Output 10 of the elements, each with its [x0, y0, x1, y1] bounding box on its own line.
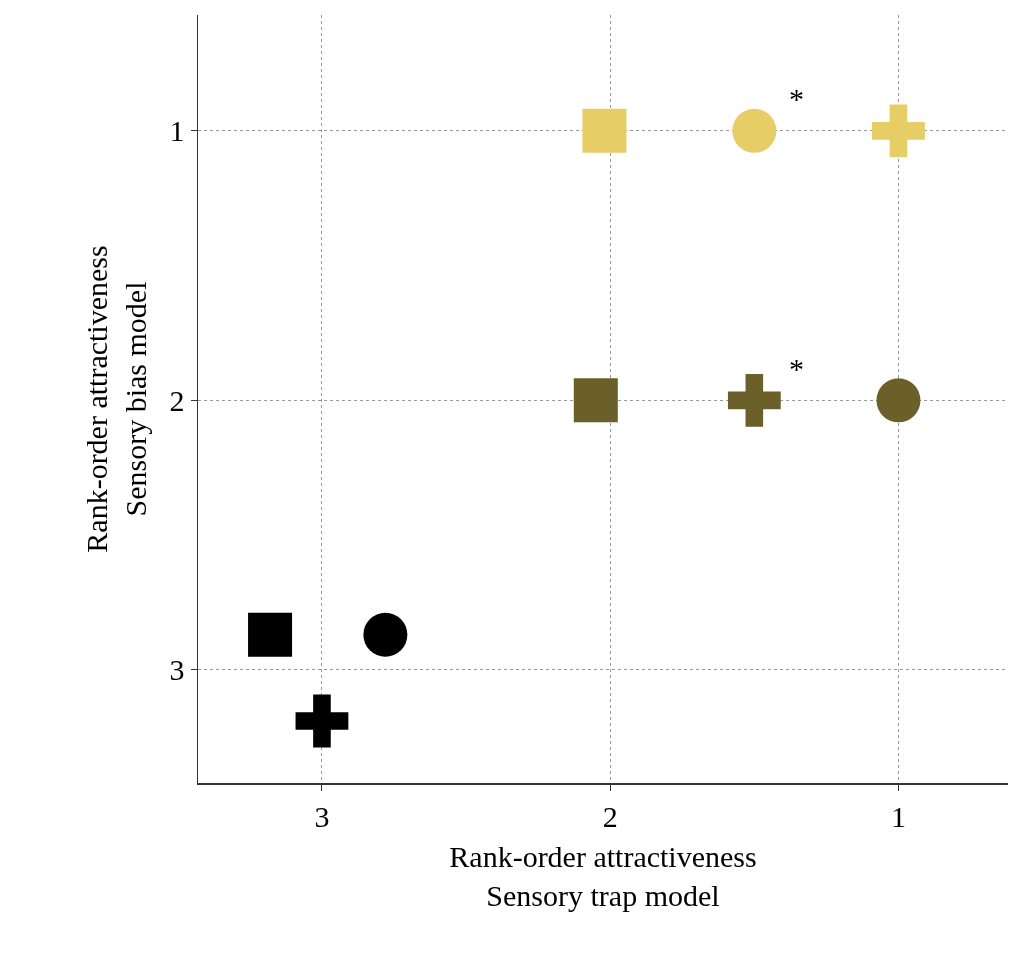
y-axis-title: Rank-order attractiveness Sensory bias model — [79, 245, 152, 553]
x-tick-label: 1 — [890, 799, 906, 833]
x-tick-label: 3 — [314, 799, 330, 833]
y-tick-label: 3 — [169, 653, 185, 687]
y-tick-label: 2 — [169, 383, 185, 417]
y-tick-label: 1 — [169, 114, 185, 148]
annotation: * — [789, 82, 804, 115]
x-tick-label: 2 — [602, 799, 618, 833]
annotation: * — [789, 352, 804, 385]
x-axis-title: Rank-order attractiveness Sensory trap model — [449, 839, 757, 912]
